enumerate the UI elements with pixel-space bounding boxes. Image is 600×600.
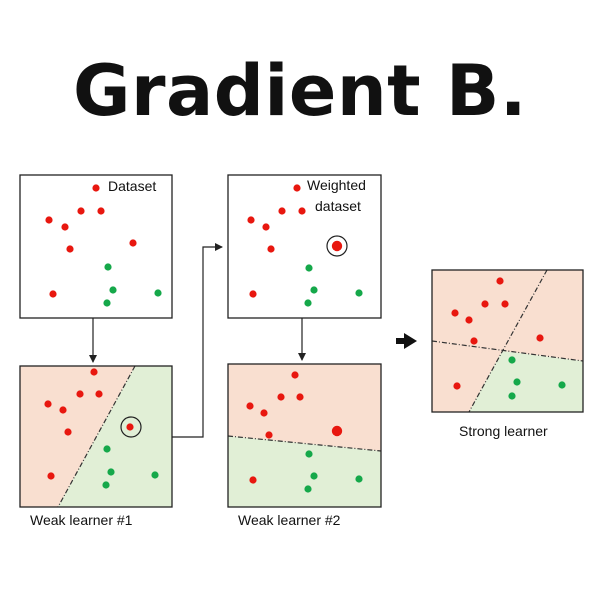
dataset-label: Dataset bbox=[108, 178, 156, 194]
weighted-dataset-panel: Weighted dataset bbox=[227, 174, 382, 319]
weighted-label-line2: dataset bbox=[315, 198, 361, 214]
red-point bbox=[267, 245, 275, 253]
green-point bbox=[305, 450, 313, 458]
green-region bbox=[228, 436, 381, 507]
dataset-panel: Dataset bbox=[19, 174, 173, 319]
green-point bbox=[304, 485, 312, 493]
weighted-points bbox=[247, 184, 363, 307]
arrow-to-strong-learner bbox=[396, 333, 417, 349]
red-point bbox=[451, 309, 459, 317]
green-point bbox=[310, 472, 318, 480]
weighted-red-point bbox=[331, 425, 343, 437]
weak2-caption: Weak learner #2 bbox=[238, 512, 341, 528]
weak-learner-1-panel: Weak learner #1 bbox=[19, 365, 173, 528]
red-region bbox=[502, 270, 583, 361]
red-point bbox=[496, 277, 504, 285]
strong-caption: Strong learner bbox=[459, 423, 548, 439]
red-point bbox=[470, 337, 478, 345]
red-point bbox=[536, 334, 544, 342]
weak2-frame bbox=[227, 363, 382, 508]
red-point bbox=[249, 476, 257, 484]
red-point bbox=[453, 382, 461, 390]
arrow-weak1-to-weighted bbox=[172, 243, 223, 438]
red-point bbox=[265, 431, 273, 439]
red-point bbox=[247, 216, 255, 224]
red-point bbox=[61, 223, 69, 231]
strong-points bbox=[451, 277, 566, 400]
weak2-points bbox=[246, 371, 363, 493]
red-point bbox=[66, 245, 74, 253]
red-point bbox=[260, 409, 268, 417]
red-point bbox=[129, 239, 137, 247]
green-point bbox=[355, 475, 363, 483]
highlight-circle bbox=[326, 235, 348, 257]
red-point bbox=[95, 390, 103, 398]
decision-boundary bbox=[468, 269, 548, 413]
green-point bbox=[107, 468, 115, 476]
red-point bbox=[45, 216, 53, 224]
green-point bbox=[103, 445, 111, 453]
red-point bbox=[77, 207, 85, 215]
red-point bbox=[64, 428, 72, 436]
red-point bbox=[277, 393, 285, 401]
green-point bbox=[508, 392, 516, 400]
red-point bbox=[501, 300, 509, 308]
red-point bbox=[293, 184, 301, 192]
green-point bbox=[154, 289, 162, 297]
red-point bbox=[246, 402, 254, 410]
red-point bbox=[59, 406, 67, 414]
red-point bbox=[49, 290, 57, 298]
red-point bbox=[298, 207, 306, 215]
dataset-points bbox=[45, 184, 162, 307]
green-point bbox=[513, 378, 521, 386]
weak1-caption: Weak learner #1 bbox=[30, 512, 133, 528]
red-point bbox=[92, 184, 100, 192]
weak1-points bbox=[44, 368, 159, 489]
red-point bbox=[76, 390, 84, 398]
green-point bbox=[304, 299, 312, 307]
misclassified-red-point bbox=[126, 423, 134, 431]
red-point bbox=[278, 207, 286, 215]
red-point bbox=[465, 316, 473, 324]
strong-learner-panel: Strong learner bbox=[431, 269, 584, 439]
red-point bbox=[262, 223, 270, 231]
red-point bbox=[47, 472, 55, 480]
green-point bbox=[558, 381, 566, 389]
red-point bbox=[97, 207, 105, 215]
red-point bbox=[481, 300, 489, 308]
strong-frame bbox=[431, 269, 584, 413]
weighted-label-line1: Weighted bbox=[307, 177, 366, 193]
red-point bbox=[291, 371, 299, 379]
weak-learner-2-panel: Weak learner #2 bbox=[227, 363, 382, 528]
green-point bbox=[305, 264, 313, 272]
green-region bbox=[469, 351, 583, 412]
red-region bbox=[432, 270, 547, 351]
red-point bbox=[90, 368, 98, 376]
green-point bbox=[310, 286, 318, 294]
page-title: Gradient B. bbox=[73, 50, 527, 132]
green-point bbox=[109, 286, 117, 294]
red-region bbox=[432, 341, 502, 412]
green-point bbox=[104, 263, 112, 271]
weighted-red-point bbox=[331, 240, 343, 252]
decision-boundary bbox=[57, 365, 136, 508]
dataset-frame bbox=[19, 174, 173, 319]
green-point bbox=[103, 299, 111, 307]
red-point bbox=[296, 393, 304, 401]
red-point bbox=[249, 290, 257, 298]
red-region bbox=[228, 364, 381, 451]
green-point bbox=[355, 289, 363, 297]
highlight-circle bbox=[120, 416, 142, 438]
green-point bbox=[151, 471, 159, 479]
green-point bbox=[102, 481, 110, 489]
green-point bbox=[508, 356, 516, 364]
green-region bbox=[58, 366, 172, 507]
red-point bbox=[44, 400, 52, 408]
